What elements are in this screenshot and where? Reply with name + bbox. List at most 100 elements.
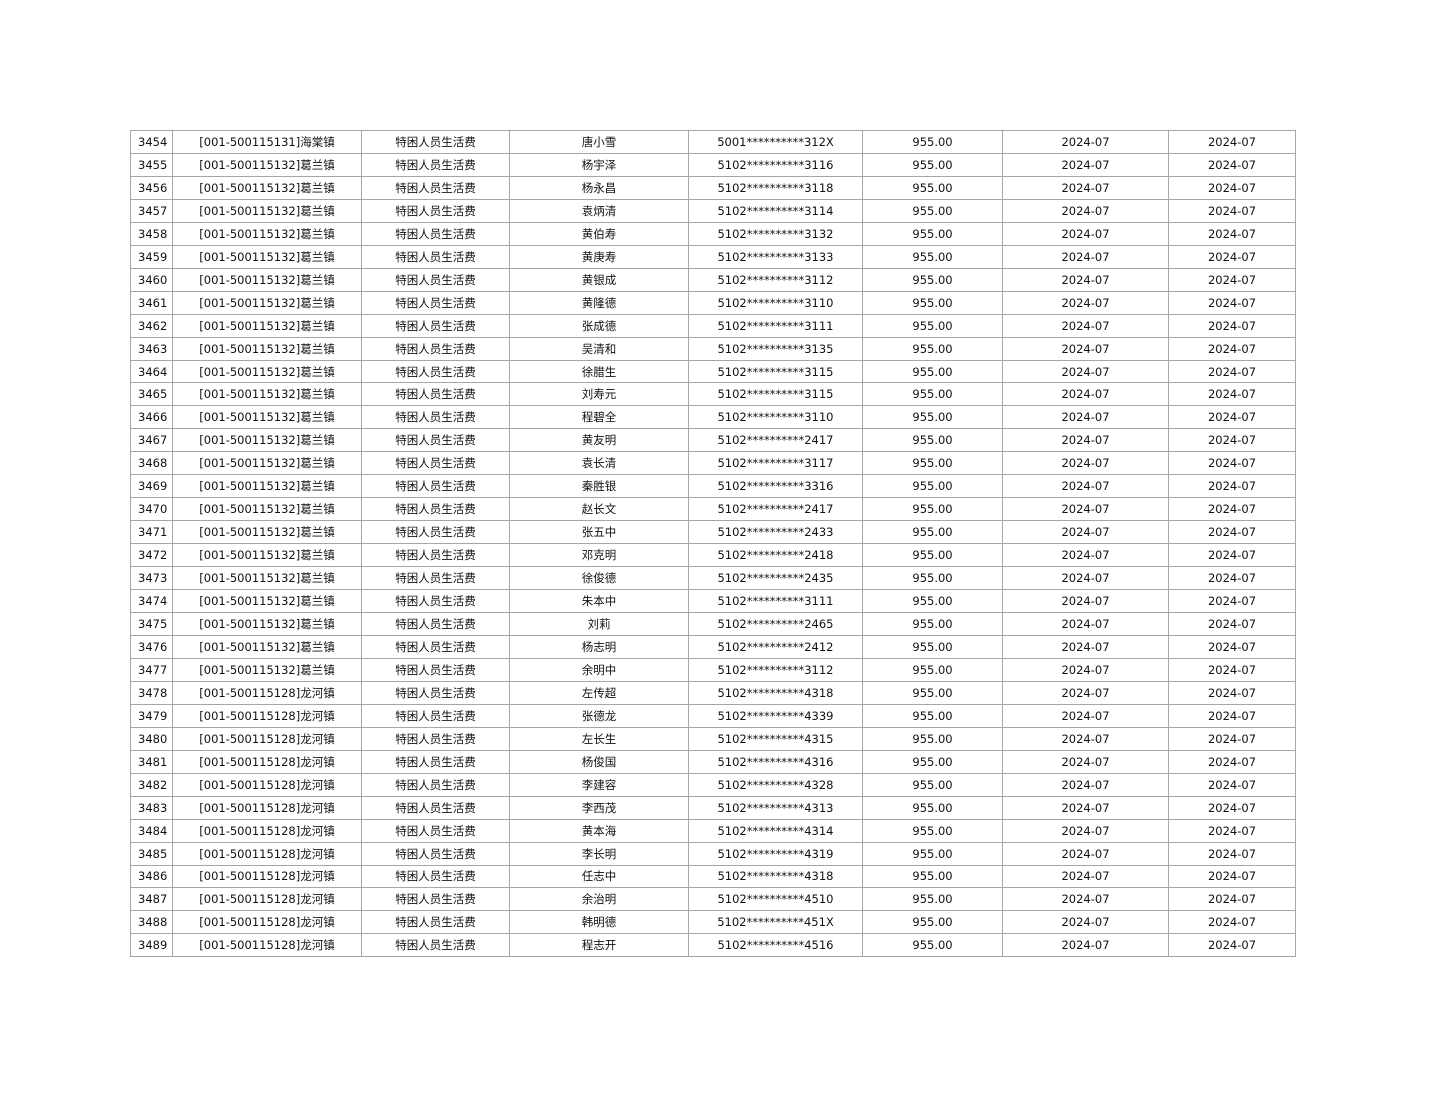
table-row: 3465 [001-500115132]葛兰镇 特困人员生活费 刘寿元 5102****… bbox=[130, 382, 1296, 407]
name-cell: 朱本中 bbox=[509, 589, 689, 614]
row-number-cell: 3473 bbox=[130, 566, 173, 591]
payment-type-cell: 特困人员生活费 bbox=[361, 130, 510, 154]
amount-cell: 955.00 bbox=[862, 795, 1003, 820]
id-number-cell: 5102**********4318 bbox=[688, 864, 863, 889]
row-number-cell: 3466 bbox=[130, 405, 173, 430]
region-cell: [001-500115132]葛兰镇 bbox=[172, 267, 362, 292]
payment-type-cell: 特困人员生活费 bbox=[361, 244, 510, 269]
table-body: 3454 [001-500115131]海棠镇 特困人员生活费 唐小雪 5001****… bbox=[130, 130, 1296, 958]
payment-type-cell: 特困人员生活费 bbox=[361, 772, 510, 797]
region-cell: [001-500115132]葛兰镇 bbox=[172, 520, 362, 545]
end-month-cell: 2024-07 bbox=[1168, 680, 1296, 705]
region-cell: [001-500115132]葛兰镇 bbox=[172, 359, 362, 384]
row-number-cell: 3471 bbox=[130, 520, 173, 545]
start-month-cell: 2024-07 bbox=[1002, 198, 1169, 223]
id-number-cell: 5102**********2433 bbox=[688, 520, 863, 545]
name-cell: 邓克明 bbox=[509, 543, 689, 568]
table-row: 3477 [001-500115132]葛兰镇 特困人员生活费 余明中 5102****… bbox=[130, 657, 1296, 682]
region-cell: [001-500115132]葛兰镇 bbox=[172, 428, 362, 453]
payment-type-cell: 特困人员生活费 bbox=[361, 680, 510, 705]
region-cell: [001-500115128]龙河镇 bbox=[172, 887, 362, 912]
region-cell: [001-500115132]葛兰镇 bbox=[172, 221, 362, 246]
row-number-cell: 3484 bbox=[130, 818, 173, 843]
table-row: 3460 [001-500115132]葛兰镇 特困人员生活费 黄银成 5102****… bbox=[130, 267, 1296, 292]
amount-cell: 955.00 bbox=[862, 680, 1003, 705]
table-row: 3458 [001-500115132]葛兰镇 特困人员生活费 黄伯寿 5102****… bbox=[130, 221, 1296, 246]
row-number-cell: 3489 bbox=[130, 933, 173, 958]
name-cell: 韩明德 bbox=[509, 910, 689, 935]
payment-type-cell: 特困人员生活费 bbox=[361, 474, 510, 499]
row-number-cell: 3457 bbox=[130, 198, 173, 223]
region-cell: [001-500115132]葛兰镇 bbox=[172, 543, 362, 568]
start-month-cell: 2024-07 bbox=[1002, 244, 1169, 269]
payment-type-cell: 特困人员生活费 bbox=[361, 589, 510, 614]
end-month-cell: 2024-07 bbox=[1168, 841, 1296, 866]
end-month-cell: 2024-07 bbox=[1168, 612, 1296, 636]
region-cell: [001-500115132]葛兰镇 bbox=[172, 451, 362, 476]
id-number-cell: 5102**********2412 bbox=[688, 634, 863, 659]
table-row: 3470 [001-500115132]葛兰镇 特困人员生活费 赵长文 5102****… bbox=[130, 497, 1296, 522]
row-number-cell: 3475 bbox=[130, 612, 173, 636]
start-month-cell: 2024-07 bbox=[1002, 612, 1169, 636]
table-row: 3473 [001-500115132]葛兰镇 特困人员生活费 徐俊德 5102****… bbox=[130, 566, 1296, 591]
payment-type-cell: 特困人员生活费 bbox=[361, 175, 510, 200]
region-cell: [001-500115132]葛兰镇 bbox=[172, 405, 362, 430]
start-month-cell: 2024-07 bbox=[1002, 864, 1169, 889]
id-number-cell: 5102**********3115 bbox=[688, 359, 863, 384]
row-number-cell: 3482 bbox=[130, 772, 173, 797]
amount-cell: 955.00 bbox=[862, 198, 1003, 223]
region-cell: [001-500115128]龙河镇 bbox=[172, 703, 362, 728]
table-row: 3484 [001-500115128]龙河镇 特困人员生活费 黄本海 5102****… bbox=[130, 818, 1296, 843]
name-cell: 张成德 bbox=[509, 313, 689, 338]
table-row: 3481 [001-500115128]龙河镇 特困人员生活费 杨俊国 5102****… bbox=[130, 749, 1296, 774]
start-month-cell: 2024-07 bbox=[1002, 795, 1169, 820]
table-row: 3486 [001-500115128]龙河镇 特困人员生活费 任志中 5102****… bbox=[130, 864, 1296, 889]
payment-type-cell: 特困人员生活费 bbox=[361, 290, 510, 315]
start-month-cell: 2024-07 bbox=[1002, 336, 1169, 361]
amount-cell: 955.00 bbox=[862, 313, 1003, 338]
end-month-cell: 2024-07 bbox=[1168, 864, 1296, 889]
amount-cell: 955.00 bbox=[862, 772, 1003, 797]
region-cell: [001-500115132]葛兰镇 bbox=[172, 152, 362, 177]
end-month-cell: 2024-07 bbox=[1168, 634, 1296, 659]
table-row: 3488 [001-500115128]龙河镇 特困人员生活费 韩明德 5102****… bbox=[130, 910, 1296, 935]
payment-type-cell: 特困人员生活费 bbox=[361, 864, 510, 889]
id-number-cell: 5102**********4316 bbox=[688, 749, 863, 774]
amount-cell: 955.00 bbox=[862, 405, 1003, 430]
end-month-cell: 2024-07 bbox=[1168, 657, 1296, 682]
start-month-cell: 2024-07 bbox=[1002, 887, 1169, 912]
row-number-cell: 3483 bbox=[130, 795, 173, 820]
table-row: 3459 [001-500115132]葛兰镇 特困人员生活费 黄庚寿 5102****… bbox=[130, 244, 1296, 269]
id-number-cell: 5102**********4516 bbox=[688, 933, 863, 958]
start-month-cell: 2024-07 bbox=[1002, 382, 1169, 407]
amount-cell: 955.00 bbox=[862, 749, 1003, 774]
end-month-cell: 2024-07 bbox=[1168, 428, 1296, 453]
name-cell: 程志开 bbox=[509, 933, 689, 958]
name-cell: 杨永昌 bbox=[509, 175, 689, 200]
amount-cell: 955.00 bbox=[862, 887, 1003, 912]
end-month-cell: 2024-07 bbox=[1168, 267, 1296, 292]
payment-type-cell: 特困人员生活费 bbox=[361, 726, 510, 751]
end-month-cell: 2024-07 bbox=[1168, 772, 1296, 797]
end-month-cell: 2024-07 bbox=[1168, 795, 1296, 820]
amount-cell: 955.00 bbox=[862, 359, 1003, 384]
end-month-cell: 2024-07 bbox=[1168, 887, 1296, 912]
amount-cell: 955.00 bbox=[862, 520, 1003, 545]
id-number-cell: 5102**********3110 bbox=[688, 405, 863, 430]
row-number-cell: 3465 bbox=[130, 382, 173, 407]
table-row: 3474 [001-500115132]葛兰镇 特困人员生活费 朱本中 5102****… bbox=[130, 589, 1296, 614]
id-number-cell: 5102**********3112 bbox=[688, 657, 863, 682]
payment-type-cell: 特困人员生活费 bbox=[361, 795, 510, 820]
payment-type-cell: 特困人员生活费 bbox=[361, 152, 510, 177]
id-number-cell: 5102**********451X bbox=[688, 910, 863, 935]
name-cell: 黄银成 bbox=[509, 267, 689, 292]
start-month-cell: 2024-07 bbox=[1002, 474, 1169, 499]
start-month-cell: 2024-07 bbox=[1002, 152, 1169, 177]
name-cell: 张五中 bbox=[509, 520, 689, 545]
end-month-cell: 2024-07 bbox=[1168, 359, 1296, 384]
region-cell: [001-500115128]龙河镇 bbox=[172, 910, 362, 935]
table-row: 3487 [001-500115128]龙河镇 特困人员生活费 余治明 5102****… bbox=[130, 887, 1296, 912]
amount-cell: 955.00 bbox=[862, 864, 1003, 889]
table-row: 3475 [001-500115132]葛兰镇 特困人员生活费 刘莉 5102*****… bbox=[130, 612, 1296, 636]
id-number-cell: 5102**********3132 bbox=[688, 221, 863, 246]
